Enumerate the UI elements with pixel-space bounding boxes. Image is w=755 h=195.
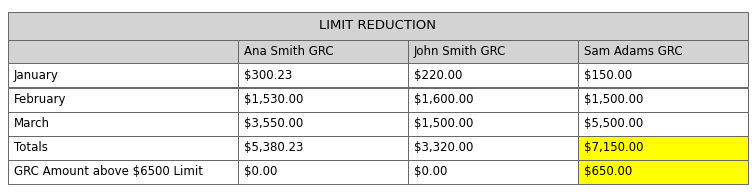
Bar [8,136,238,160]
Text: $1,500.00: $1,500.00 [414,117,473,130]
Bar [8,40,238,64]
Bar [8,64,238,88]
Text: $7,150.00: $7,150.00 [584,141,643,154]
Bar [8,112,238,136]
Text: Ana Smith GRC: Ana Smith GRC [244,45,333,58]
Text: $300.23: $300.23 [244,69,291,82]
Bar [578,64,747,88]
Bar [408,136,578,160]
Text: $3,550.00: $3,550.00 [244,117,303,130]
Bar [408,112,578,136]
Text: GRC Amount above $6500 Limit: GRC Amount above $6500 Limit [14,165,202,178]
Text: $5,380.23: $5,380.23 [244,141,303,154]
Text: Totals: Totals [14,141,48,154]
Bar [238,88,408,112]
Bar [578,88,747,112]
Text: $0.00: $0.00 [414,165,447,178]
Bar [578,160,747,183]
Bar [8,88,238,112]
Bar [238,160,408,183]
Bar [408,88,578,112]
Bar [408,40,578,64]
Bar [408,160,578,183]
Bar [578,136,747,160]
Text: John Smith GRC: John Smith GRC [414,45,506,58]
Text: $1,600.00: $1,600.00 [414,93,473,106]
Text: LIMIT REDUCTION: LIMIT REDUCTION [319,19,436,32]
Text: $3,320.00: $3,320.00 [414,141,473,154]
Text: Sam Adams GRC: Sam Adams GRC [584,45,683,58]
Bar [238,112,408,136]
Bar [8,160,238,183]
Text: January: January [14,69,58,82]
Text: $650.00: $650.00 [584,165,632,178]
Bar [8,12,747,40]
Text: February: February [14,93,66,106]
Bar [578,112,747,136]
Text: $220.00: $220.00 [414,69,462,82]
Bar [238,64,408,88]
Text: $5,500.00: $5,500.00 [584,117,643,130]
Text: $0.00: $0.00 [244,165,277,178]
Bar [578,40,747,64]
Text: $150.00: $150.00 [584,69,632,82]
Bar [238,136,408,160]
Bar [238,40,408,64]
Text: $1,500.00: $1,500.00 [584,93,643,106]
Bar [408,64,578,88]
Text: March: March [14,117,50,130]
Text: $1,530.00: $1,530.00 [244,93,303,106]
